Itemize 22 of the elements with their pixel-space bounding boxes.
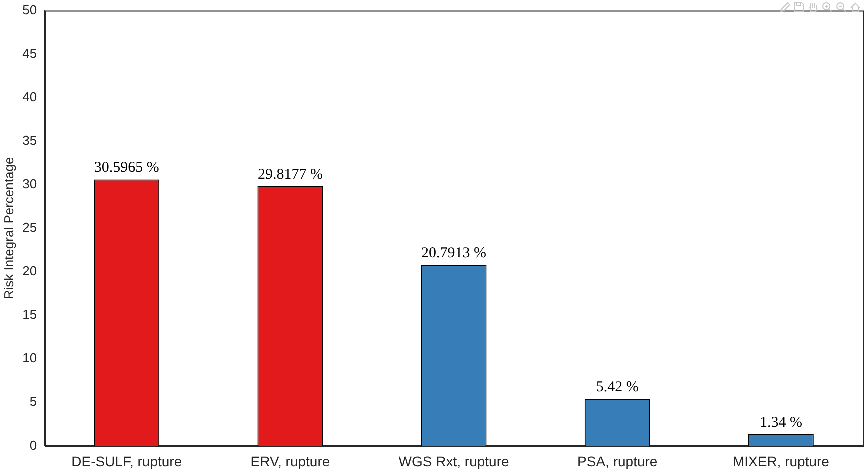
data-label: 29.8177 % [258, 166, 323, 183]
y-tick-label: 20 [22, 264, 38, 279]
data-label: 1.34 % [760, 414, 802, 431]
x-tick-label: ERV, rupture [250, 453, 330, 470]
x-tick-label: DE-SULF, rupture [72, 453, 182, 470]
y-tick-label: 50 [22, 2, 38, 18]
x-tick-label: MIXER, rupture [732, 453, 830, 470]
y-tick-label: 25 [22, 220, 38, 236]
y-axis-title: Risk Integral Percentage [1, 157, 16, 300]
y-tick-label: 5 [30, 394, 38, 410]
y-tick-label: 15 [22, 307, 38, 322]
data-label: 5.42 % [596, 379, 639, 396]
x-tick-label: PSA, rupture [578, 453, 658, 470]
y-tick-label: 30 [22, 176, 38, 192]
y-tick-label: 45 [22, 46, 38, 61]
y-tick-label: 10 [22, 350, 38, 366]
data-label: 20.7913 % [422, 246, 487, 262]
x-tick-label: WGS Rxt, rupture [398, 453, 510, 470]
y-tick-label: 40 [22, 89, 38, 104]
y-tick-label: 0 [30, 438, 38, 453]
y-tick-label: 35 [22, 133, 38, 148]
data-label: 30.5965 % [94, 160, 160, 176]
